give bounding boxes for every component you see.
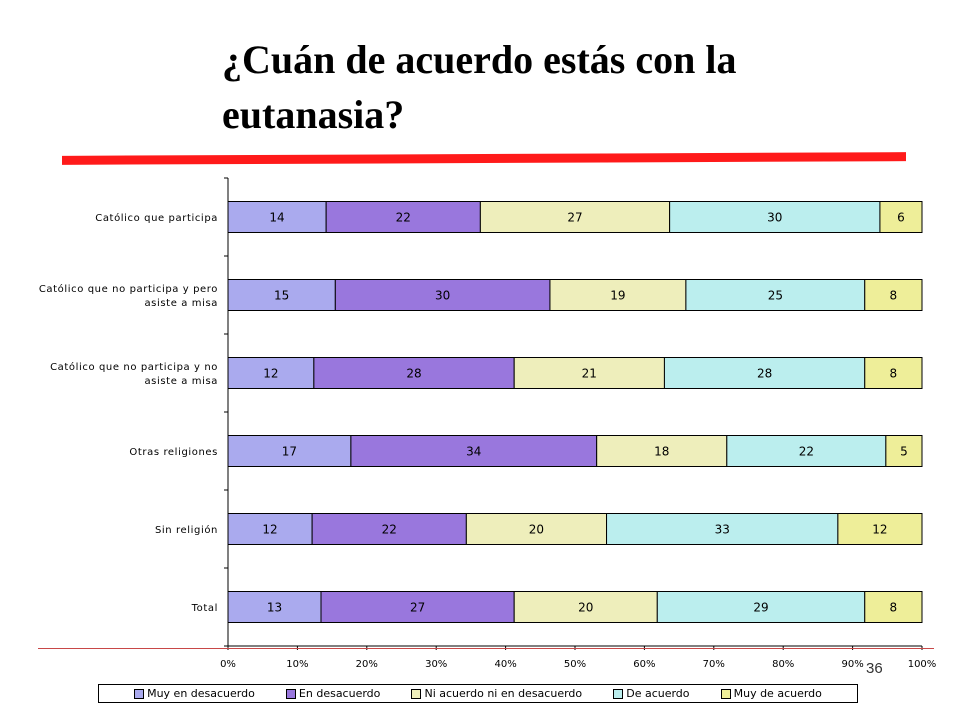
bar-segment	[864, 357, 923, 389]
bar-segment	[227, 357, 315, 389]
data-label: 25	[768, 289, 783, 303]
data-label: 22	[799, 445, 814, 459]
bar-segment	[227, 279, 336, 311]
data-label: 15	[274, 289, 289, 303]
legend-swatch	[613, 688, 624, 699]
chart-legend: Muy en desacuerdo En desacuerdo Ni acuerdo…	[98, 684, 858, 703]
data-label: 27	[410, 601, 425, 615]
footer-divider	[38, 648, 934, 649]
data-label: 20	[578, 601, 593, 615]
legend-swatch	[720, 688, 731, 699]
data-label: 8	[890, 367, 898, 381]
bar-segment	[227, 201, 327, 233]
bar-segment	[864, 279, 923, 311]
bar-segment	[549, 279, 687, 311]
data-label: 30	[435, 289, 450, 303]
category-label: asiste a misa	[144, 376, 218, 387]
bar-segment	[311, 513, 467, 545]
data-label: 6	[897, 211, 905, 225]
data-label: 30	[767, 211, 782, 225]
bar-segment	[879, 201, 923, 233]
bar-segment	[227, 513, 313, 545]
category-label: Sin religión	[155, 524, 218, 536]
bar-segment	[669, 201, 881, 233]
legend-item: Ni acuerdo ni en desacuerdo	[411, 687, 582, 700]
page-number: 36	[866, 660, 883, 677]
slide-title: ¿Cuán de acuerdo estás con la eutanasia?	[222, 37, 737, 137]
data-label: 28	[757, 367, 772, 381]
legend-swatch	[285, 688, 296, 699]
data-label: 34	[466, 445, 481, 459]
bar-segment	[513, 591, 658, 623]
data-label: 12	[263, 367, 278, 381]
data-label: 19	[610, 289, 625, 303]
x-tick-label: 0%	[220, 659, 236, 670]
data-label: 22	[396, 211, 411, 225]
data-label: 22	[382, 523, 397, 537]
data-label: 8	[890, 601, 898, 615]
x-tick-label: 70%	[703, 659, 725, 670]
stacked-bar-chart: 0% 10% 20% 30% 40% 50% 60% 70% 80% 90% 100% 14 22 27 3…	[39, 177, 937, 670]
x-tick-label: 100%	[908, 659, 937, 670]
legend-label: Muy de acuerdo	[733, 687, 822, 700]
x-tick-label: 30%	[425, 659, 447, 670]
data-label: 21	[582, 367, 597, 381]
legend-swatch	[411, 688, 422, 699]
x-tick-label: 50%	[564, 659, 586, 670]
bar-segment	[350, 435, 598, 467]
legend-item: Muy de acuerdo	[720, 687, 822, 700]
x-tick-label: 60%	[633, 659, 655, 670]
data-label: 12	[872, 523, 887, 537]
legend-label: De acuerdo	[626, 687, 690, 700]
legend-item: Muy en desacuerdo	[134, 687, 255, 700]
legend-label: Ni acuerdo ni en desacuerdo	[424, 687, 583, 700]
bar-segment	[513, 357, 665, 389]
bar-segment	[465, 513, 608, 545]
x-tick-label: 20%	[356, 659, 378, 670]
bar-segment	[864, 591, 923, 623]
bar-segment	[656, 591, 866, 623]
legend-label: En desacuerdo	[298, 687, 381, 700]
data-label: 29	[753, 601, 768, 615]
data-label: 13	[267, 601, 282, 615]
bar-segment	[837, 513, 923, 545]
x-tick-label: 90%	[841, 659, 863, 670]
data-label: 28	[406, 367, 421, 381]
data-label: 33	[715, 523, 730, 537]
data-label: 17	[282, 445, 297, 459]
data-label: 20	[529, 523, 544, 537]
bar-segment	[479, 201, 671, 233]
data-label: 27	[567, 211, 582, 225]
x-tick-label: 80%	[772, 659, 794, 670]
bar-segment	[726, 435, 887, 467]
category-label: Total	[191, 603, 218, 614]
bar-segment	[885, 435, 923, 467]
category-label: asiste a misa	[144, 298, 218, 309]
data-label: 18	[654, 445, 669, 459]
data-label: 14	[269, 211, 284, 225]
category-label: Otras religiones	[129, 447, 218, 458]
category-label: Católico que no participa y no	[50, 361, 218, 373]
legend-item: En desacuerdo	[285, 687, 381, 700]
x-tick-label: 40%	[494, 659, 516, 670]
legend-label: Muy en desacuerdo	[147, 687, 255, 700]
bar-segment	[227, 435, 352, 467]
category-label: Católico que participa	[95, 212, 218, 224]
legend-swatch	[134, 688, 145, 699]
bar-segment	[663, 357, 866, 389]
legend-item: De acuerdo	[613, 687, 690, 700]
category-label: Católico que no participa y pero	[39, 283, 218, 295]
data-label: 12	[262, 523, 277, 537]
bar-segment	[325, 201, 481, 233]
data-label: 8	[890, 289, 898, 303]
data-label: 5	[900, 445, 908, 459]
bar-segment	[313, 357, 515, 389]
x-tick-label: 10%	[286, 659, 308, 670]
bar-segment	[334, 279, 551, 311]
